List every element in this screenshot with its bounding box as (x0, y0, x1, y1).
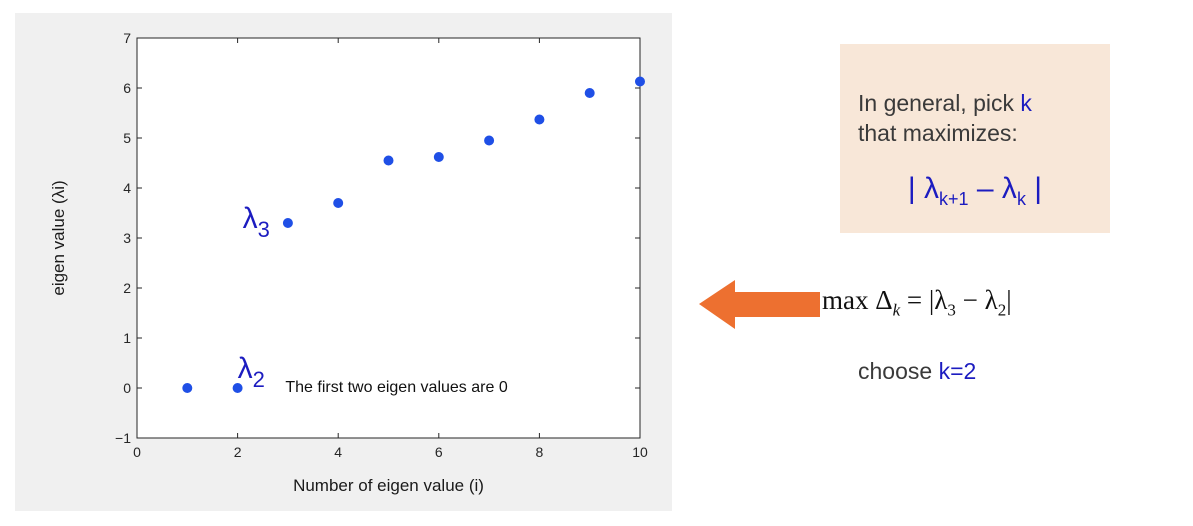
plot-panel: 0 2 4 6 8 10 −1 0 1 2 3 4 5 6 7 Number of eigen value (… (15, 13, 672, 511)
x-tick-label: 0 (133, 444, 141, 460)
data-point (383, 155, 394, 166)
y-tick-label: 2 (123, 280, 131, 296)
max-sub-k: k (892, 300, 901, 320)
x-tick-label: 4 (334, 444, 342, 460)
choose-value: k=2 (938, 358, 977, 384)
annotation-lambda-3: λ3 (243, 202, 270, 242)
data-point (433, 152, 444, 162)
data-point (534, 114, 545, 125)
y-tick-label: 3 (123, 230, 131, 246)
y-tick-label: 7 (123, 30, 131, 46)
data-point (182, 383, 193, 393)
choose-prefix: choose (858, 358, 939, 384)
y-tick-label: 6 (123, 80, 131, 96)
formula-close: | (1025, 172, 1043, 205)
left-arrow-icon (699, 280, 820, 329)
x-tick-label: 8 (536, 444, 544, 460)
data-point (635, 76, 645, 87)
choose-k-line: choose k=2 (858, 358, 976, 385)
info-line-1: In general, pick k (858, 90, 1032, 117)
data-point (484, 135, 495, 146)
x-tick-label: 2 (234, 444, 242, 460)
data-point (333, 198, 344, 208)
max-delta-equation: max Δk = |λ3 − λ2| (822, 285, 1012, 320)
x-axis-label: Number of eigen value (i) (293, 476, 484, 495)
info-line-1-prefix: In general, pick (858, 90, 1021, 116)
max-prefix: max Δ (822, 285, 893, 315)
y-axis-label: eigen value (λi) (49, 180, 68, 295)
x-tick-label: 10 (632, 444, 648, 460)
max-sub-2: 2 (997, 300, 1007, 320)
y-tick-label: −1 (115, 430, 131, 446)
max-minus: − λ (955, 285, 998, 315)
eigengap-formula: | λk+1 – λk | (840, 172, 1110, 210)
info-box: In general, pick k that maximizes: | λk+… (840, 44, 1110, 233)
data-point (282, 218, 293, 228)
formula-sub-k-plus-1: k+1 (939, 189, 969, 209)
data-point (584, 88, 595, 98)
y-tick-label: 5 (123, 130, 131, 146)
max-eq: = |λ (900, 285, 948, 315)
max-sub-3: 3 (947, 300, 956, 320)
data-point (232, 383, 243, 393)
max-close: | (1006, 285, 1012, 315)
y-tick-label: 1 (123, 330, 131, 346)
annotation-lambda-2: λ2 (238, 352, 265, 392)
plot-area (136, 37, 641, 439)
info-keyword-k: k (1020, 90, 1032, 116)
info-line-2: that maximizes: (858, 120, 1018, 146)
y-tick-label: 4 (123, 180, 131, 196)
formula-sub-k: k (1016, 189, 1026, 209)
formula-minus: – λ (968, 172, 1017, 205)
y-tick-label: 0 (123, 380, 131, 396)
formula-open: | λ (907, 172, 940, 205)
annotation-text: The first two eigen values are 0 (285, 379, 507, 396)
x-tick-label: 6 (435, 444, 443, 460)
